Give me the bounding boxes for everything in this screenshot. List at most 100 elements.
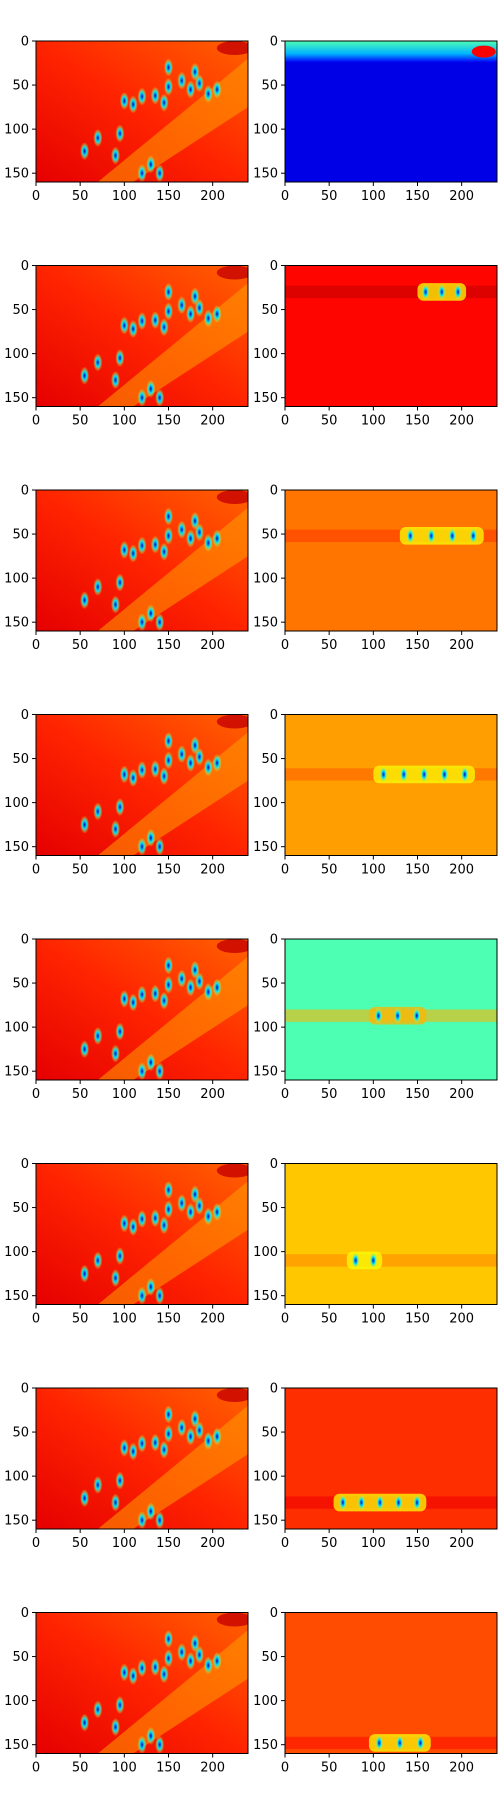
left-1-blob (80, 142, 90, 161)
panel-r4-left: 0 50 100 150 200 0 50 100 150 (4, 708, 249, 878)
x-tick-label: 150 (405, 1312, 430, 1327)
left-3-blob (80, 591, 90, 610)
left-3-blob (177, 520, 187, 539)
panel-r1-left: 0 50 100 150 200 0 50 100 150 (4, 35, 249, 204)
axes-frame (284, 1163, 498, 1305)
left-3-blob (190, 511, 200, 530)
x-tick-label: 50 (321, 189, 338, 204)
x-tick-label: 100 (112, 863, 137, 878)
x-tick-label: 100 (112, 1761, 137, 1776)
x-tick-label: 200 (200, 863, 225, 878)
panel-r4-right: 0 50 100 150 200 0 50 100 150 (253, 708, 498, 878)
x-tick-label: 200 (200, 1536, 225, 1551)
y-tick-label: 0 (270, 484, 278, 499)
y-tick-label: 100 (253, 347, 278, 362)
left-7-blob (146, 1502, 156, 1521)
left-8-blob (159, 1665, 169, 1684)
left-6-blob (137, 1210, 147, 1229)
left-1-blob (155, 164, 165, 182)
heatmap-hotspot (216, 939, 248, 954)
y-tick-label: 0 (270, 933, 278, 948)
panel-r1-right: 0 50 100 150 200 0 50 100 150 (253, 35, 498, 204)
right-3-blob (427, 527, 436, 544)
left-6-blob (155, 1286, 165, 1305)
y-tick-label: 150 (4, 167, 29, 182)
x-tick-label: 0 (32, 1312, 40, 1327)
left-4-blob (164, 731, 173, 750)
left-2-blob (177, 296, 187, 315)
left-7-blob (111, 1493, 120, 1512)
x-tick-label: 200 (449, 1761, 474, 1776)
left-3-blob (164, 507, 173, 526)
y-tick-label: 0 (21, 1382, 29, 1397)
x-tick-label: 0 (281, 638, 289, 653)
left-3-blob (137, 536, 147, 555)
y-tick-label: 150 (253, 167, 278, 182)
left-2-blob (159, 318, 169, 337)
x-tick-label: 50 (72, 1761, 89, 1776)
left-2-blob (150, 311, 160, 330)
left-7-blob (190, 1409, 200, 1428)
left-5-blob (212, 978, 222, 997)
heatmap-hotspot (216, 41, 248, 56)
x-tick-label: 50 (72, 1536, 89, 1551)
left-2-blob (155, 388, 165, 407)
x-tick-label: 200 (449, 638, 474, 653)
panel-r7-left: 0 50 100 150 200 0 50 100 150 (4, 1382, 249, 1551)
axes-frame (284, 1612, 498, 1754)
x-tick-label: 50 (72, 1312, 89, 1327)
left-4-blob (93, 802, 103, 821)
x-tick-label: 100 (361, 414, 386, 429)
y-tick-label: 100 (4, 572, 29, 587)
axes-frame (35, 714, 249, 856)
left-2-blob (93, 353, 103, 372)
left-5-blob (115, 1022, 125, 1041)
x-tick-label: 0 (32, 1761, 40, 1776)
left-6-blob (164, 1180, 173, 1199)
right-3-blob (448, 527, 457, 544)
heatmap-hotspot (216, 1163, 248, 1178)
left-4-blob (137, 761, 147, 780)
x-tick-label: 200 (449, 1087, 474, 1102)
x-tick-label: 150 (405, 1761, 430, 1776)
left-5-blob (190, 960, 200, 979)
left-4-blob (137, 837, 147, 856)
axes-frame (284, 938, 498, 1081)
left-3-blob (115, 573, 125, 592)
y-tick-label: 150 (253, 1514, 278, 1529)
left-6-blob (177, 1194, 187, 1213)
panel-r6-right: 0 50 100 150 200 0 50 100 150 (253, 1157, 498, 1327)
left-5-blob (150, 984, 160, 1003)
left-1-blob (164, 58, 173, 77)
left-4-blob (128, 768, 138, 787)
y-tick-label: 0 (270, 259, 278, 274)
y-tick-label: 0 (270, 35, 278, 50)
left-1-blob (150, 86, 160, 105)
left-4-blob (80, 815, 90, 834)
y-tick-label: 100 (253, 123, 278, 138)
x-tick-label: 200 (449, 414, 474, 429)
heatmap-background (285, 41, 497, 182)
y-tick-label: 150 (253, 616, 278, 631)
left-2-blob (212, 304, 222, 323)
right-7-blob (413, 1494, 422, 1511)
right-7-blob (338, 1494, 347, 1511)
x-tick-label: 150 (156, 638, 181, 653)
left-3-blob (93, 577, 103, 596)
y-tick-label: 150 (4, 391, 29, 406)
panel-r8-right: 0 50 100 150 200 0 50 100 150 (253, 1606, 498, 1776)
x-tick-label: 0 (281, 1536, 289, 1551)
y-tick-label: 50 (261, 977, 278, 992)
y-tick-label: 100 (4, 1470, 29, 1485)
x-tick-label: 50 (321, 414, 338, 429)
heatmap-hotspot (471, 45, 496, 58)
left-2-blob (146, 379, 156, 398)
panel-r5-right: 0 50 100 150 200 0 50 100 150 (253, 933, 498, 1102)
left-3-blob (186, 529, 196, 548)
x-tick-label: 0 (32, 863, 40, 878)
left-3-blob (212, 529, 222, 548)
x-tick-label: 150 (156, 1536, 181, 1551)
left-8-blob (186, 1651, 196, 1670)
left-7-blob (150, 1433, 160, 1452)
x-tick-label: 200 (200, 414, 225, 429)
